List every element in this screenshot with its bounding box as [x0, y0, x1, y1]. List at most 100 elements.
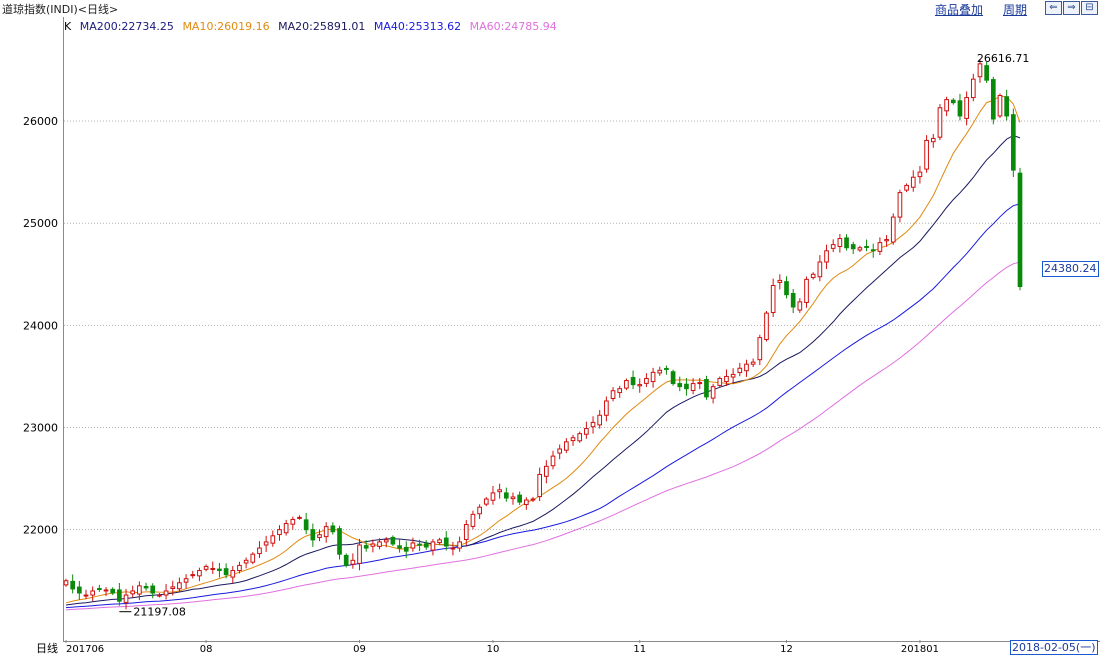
- candle-body: [584, 428, 589, 435]
- collapse-button[interactable]: ⊟: [1081, 1, 1098, 15]
- candle-body: [644, 377, 649, 384]
- candle-body: [150, 585, 156, 594]
- candle-body: [530, 498, 536, 501]
- candle-body: [850, 244, 856, 250]
- y-tick-label: 22000: [23, 524, 58, 537]
- top-bar: 道琼指数(INDI)<日线> 商品叠加 周期 ⇐ ⇒ ⊟: [0, 0, 1100, 17]
- candle-body: [730, 373, 736, 378]
- candle-body: [117, 589, 122, 602]
- candle-body: [277, 529, 282, 536]
- candle-body: [870, 249, 876, 252]
- candle-body: [670, 371, 676, 385]
- current-price-tag: 24380.24: [1042, 261, 1099, 277]
- current-date-tag: 2018-02-05(一): [1010, 640, 1098, 655]
- scroll-right-button[interactable]: ⇒: [1063, 1, 1080, 15]
- candle-body: [523, 499, 529, 506]
- candle-body: [477, 506, 482, 515]
- candle-body: [897, 192, 903, 218]
- candle-body: [443, 537, 449, 547]
- period-link[interactable]: 周期: [1003, 3, 1028, 17]
- candle-body: [157, 594, 162, 597]
- candle-body: [957, 100, 963, 117]
- candle-body: [397, 545, 402, 549]
- candle-body: [570, 437, 576, 442]
- candle-body: [297, 516, 302, 519]
- y-tick-label: 24000: [23, 319, 58, 332]
- candle-body: [403, 546, 409, 552]
- candle-body: [937, 107, 943, 138]
- candle-body: [310, 529, 316, 541]
- candle-body: [97, 588, 102, 591]
- candle-body: [177, 582, 182, 590]
- candle-body: [537, 474, 542, 498]
- x-tick-label: 201801: [901, 644, 939, 654]
- candle-body: [790, 292, 796, 308]
- candle-body: [1017, 172, 1023, 288]
- candle-body: [990, 79, 996, 120]
- scroll-left-button[interactable]: ⇐: [1045, 1, 1062, 15]
- candle-body: [804, 278, 809, 303]
- candle-body: [764, 312, 769, 340]
- candle-body: [544, 465, 549, 477]
- candle-body: [170, 586, 176, 590]
- candle-body: [263, 541, 269, 546]
- candle-body: [890, 216, 896, 243]
- candle-body: [423, 543, 429, 548]
- candle-body: [577, 433, 583, 442]
- x-tick-label: 201706: [66, 644, 104, 654]
- y-tick-label: 26000: [23, 115, 58, 128]
- extreme-annotation: 26616.71: [977, 52, 1030, 65]
- candle-body: [724, 375, 729, 383]
- candle-body: [130, 590, 136, 595]
- chart-frame: [63, 17, 1100, 642]
- candle-body: [383, 539, 389, 543]
- candle-body: [944, 99, 949, 112]
- candle-body: [784, 281, 789, 296]
- candle-body: [910, 176, 916, 188]
- candle-body: [690, 383, 696, 392]
- candle-body: [357, 544, 362, 564]
- candle-body: [217, 568, 222, 572]
- candle-body: [190, 574, 196, 577]
- legend-ma200: MA200:22734.25: [79, 20, 174, 33]
- candle-body: [837, 238, 843, 247]
- candle-body: [704, 379, 709, 398]
- candle-body: [604, 400, 609, 416]
- candle-body: [203, 565, 209, 570]
- candle-body: [303, 519, 309, 531]
- candle-body: [510, 496, 516, 500]
- candle-body: [417, 543, 422, 546]
- candle-body: [884, 239, 889, 242]
- candle-body: [830, 244, 836, 249]
- candle-body: [290, 518, 296, 525]
- y-tick-label: 25000: [23, 217, 58, 230]
- candle-body: [797, 301, 803, 311]
- candle-body: [630, 376, 636, 386]
- candle-body: [283, 523, 289, 534]
- candle-body: [70, 580, 76, 590]
- legend-ma10: MA10:26019.16: [182, 20, 270, 33]
- candle-body: [770, 285, 776, 313]
- candle-body: [497, 489, 502, 493]
- ma10-line: [65, 95, 1021, 604]
- candle-body: [257, 547, 262, 555]
- candle-body: [557, 448, 563, 454]
- x-tick-label: 11: [633, 644, 646, 654]
- candle-body: [183, 578, 189, 583]
- overlay-link[interactable]: 商品叠加: [935, 3, 984, 17]
- candle-body: [924, 139, 929, 170]
- legend-prefix: K: [64, 20, 72, 33]
- candle-body: [77, 586, 82, 594]
- candle-body: [343, 554, 349, 566]
- candle-body: [1010, 114, 1016, 171]
- candle-body: [564, 441, 569, 451]
- candle-body: [430, 541, 436, 551]
- candle-body: [250, 553, 256, 563]
- x-tick-label: 12: [780, 644, 793, 654]
- candle-body: [270, 535, 276, 544]
- candle-body: [223, 568, 229, 576]
- candle-body: [950, 99, 956, 104]
- candle-body: [744, 363, 749, 372]
- candle-body: [243, 559, 249, 564]
